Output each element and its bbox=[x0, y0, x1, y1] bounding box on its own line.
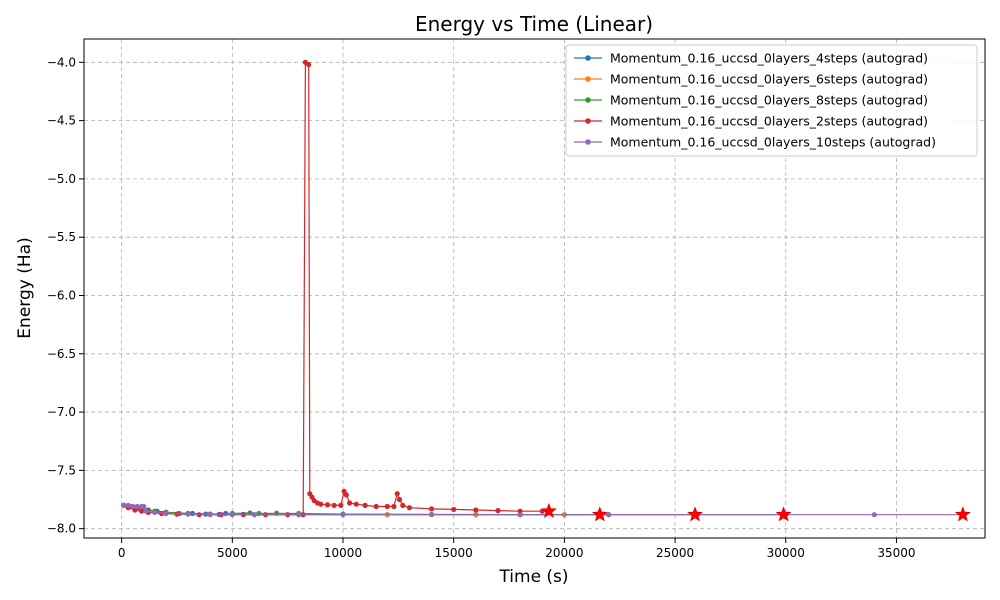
best-value-star bbox=[541, 502, 557, 518]
legend-label: Momentum_0.16_uccsd_0layers_2steps (auto… bbox=[610, 114, 928, 129]
legend-label: Momentum_0.16_uccsd_0layers_10steps (aut… bbox=[610, 135, 936, 150]
series-5 bbox=[121, 502, 966, 518]
data-point bbox=[353, 501, 359, 507]
data-point bbox=[517, 512, 523, 518]
data-point bbox=[207, 512, 213, 518]
legend-swatch-marker bbox=[585, 55, 591, 61]
best-value-star bbox=[591, 506, 608, 522]
y-tick-label: −5.5 bbox=[47, 230, 76, 244]
ticks: 0 5000 10000 15000 20000 25000 30000 35000 −4.0 −… bbox=[47, 55, 916, 560]
x-axis-label: Time (s) bbox=[498, 567, 568, 587]
data-point bbox=[306, 62, 312, 68]
data-point bbox=[362, 502, 368, 508]
x-tick-label: 35000 bbox=[877, 546, 915, 560]
data-point bbox=[121, 502, 127, 508]
x-tick-label: 30000 bbox=[767, 546, 805, 560]
data-point bbox=[324, 502, 331, 508]
data-point bbox=[406, 505, 413, 511]
data-point bbox=[338, 502, 344, 508]
x-tick-label: 5000 bbox=[217, 546, 248, 560]
legend-label: Momentum_0.16_uccsd_0layers_4steps (auto… bbox=[610, 51, 928, 66]
data-point bbox=[384, 503, 390, 510]
data-point bbox=[428, 512, 435, 518]
data-point bbox=[473, 507, 479, 513]
data-point bbox=[229, 512, 235, 518]
data-point bbox=[296, 512, 302, 518]
x-tick-label: 10000 bbox=[324, 546, 362, 560]
data-point bbox=[185, 511, 191, 517]
y-tick-label: −7.0 bbox=[47, 405, 76, 419]
legend-entry: Momentum_0.16_uccsd_0layers_8steps (auto… bbox=[574, 93, 928, 108]
x-tick-label: 20000 bbox=[545, 546, 583, 560]
data-point bbox=[400, 502, 406, 508]
legend: Momentum_0.16_uccsd_0layers_4steps (auto… bbox=[565, 44, 978, 157]
data-point bbox=[251, 512, 258, 518]
data-point bbox=[331, 502, 337, 508]
data-point bbox=[396, 496, 403, 503]
legend-swatch-marker bbox=[585, 76, 591, 82]
legend-entry: Momentum_0.16_uccsd_0layers_4steps (auto… bbox=[574, 51, 928, 66]
data-point bbox=[347, 500, 353, 506]
best-value-star bbox=[687, 506, 703, 522]
data-point bbox=[343, 492, 349, 498]
data-point bbox=[451, 506, 457, 513]
data-point bbox=[152, 509, 158, 515]
chart-title: Energy vs Time (Linear) bbox=[415, 12, 653, 36]
data-point bbox=[125, 502, 131, 508]
legend-swatch-marker bbox=[585, 118, 591, 124]
x-tick-label: 25000 bbox=[656, 546, 694, 560]
data-point bbox=[373, 503, 379, 510]
legend-entry: Momentum_0.16_uccsd_0layers_6steps (auto… bbox=[574, 72, 928, 87]
legend-label: Momentum_0.16_uccsd_0layers_6steps (auto… bbox=[610, 72, 928, 87]
best-value-star bbox=[954, 506, 971, 522]
data-point bbox=[130, 503, 136, 510]
data-point bbox=[394, 491, 400, 497]
data-point bbox=[163, 510, 169, 517]
data-point bbox=[134, 503, 140, 510]
data-point bbox=[871, 512, 877, 518]
y-tick-label: −6.5 bbox=[47, 347, 76, 361]
series-4 bbox=[121, 59, 552, 518]
data-point bbox=[143, 508, 149, 514]
y-tick-label: −4.0 bbox=[47, 55, 76, 69]
legend-entry: Momentum_0.16_uccsd_0layers_2steps (auto… bbox=[574, 114, 928, 129]
data-point bbox=[340, 512, 346, 518]
y-tick-label: −6.0 bbox=[47, 288, 76, 302]
data-point bbox=[138, 508, 145, 514]
legend-swatch-marker bbox=[585, 97, 591, 103]
series-layer bbox=[121, 59, 971, 522]
legend-box bbox=[565, 44, 978, 157]
series-line bbox=[123, 61, 549, 516]
best-value-star bbox=[775, 506, 792, 522]
y-tick-label: −5.0 bbox=[47, 172, 76, 186]
data-point bbox=[391, 503, 397, 510]
y-tick-label: −4.5 bbox=[47, 114, 76, 128]
data-point bbox=[606, 512, 612, 518]
y-tick-label: −7.5 bbox=[47, 463, 76, 477]
data-point bbox=[256, 510, 262, 517]
data-point bbox=[318, 501, 324, 507]
data-point bbox=[495, 508, 501, 514]
y-axis-label: Energy (Ha) bbox=[15, 237, 35, 338]
y-tick-label: −8.0 bbox=[47, 522, 76, 536]
data-point bbox=[141, 503, 147, 510]
x-tick-label: 15000 bbox=[435, 546, 473, 560]
legend-entry: Momentum_0.16_uccsd_0layers_10steps (aut… bbox=[574, 135, 936, 150]
plot-frame bbox=[83, 38, 986, 539]
data-point bbox=[428, 506, 435, 512]
legend-label: Momentum_0.16_uccsd_0layers_8steps (auto… bbox=[610, 93, 928, 108]
x-tick-label: 0 bbox=[118, 546, 126, 560]
legend-swatch-marker bbox=[585, 139, 591, 145]
